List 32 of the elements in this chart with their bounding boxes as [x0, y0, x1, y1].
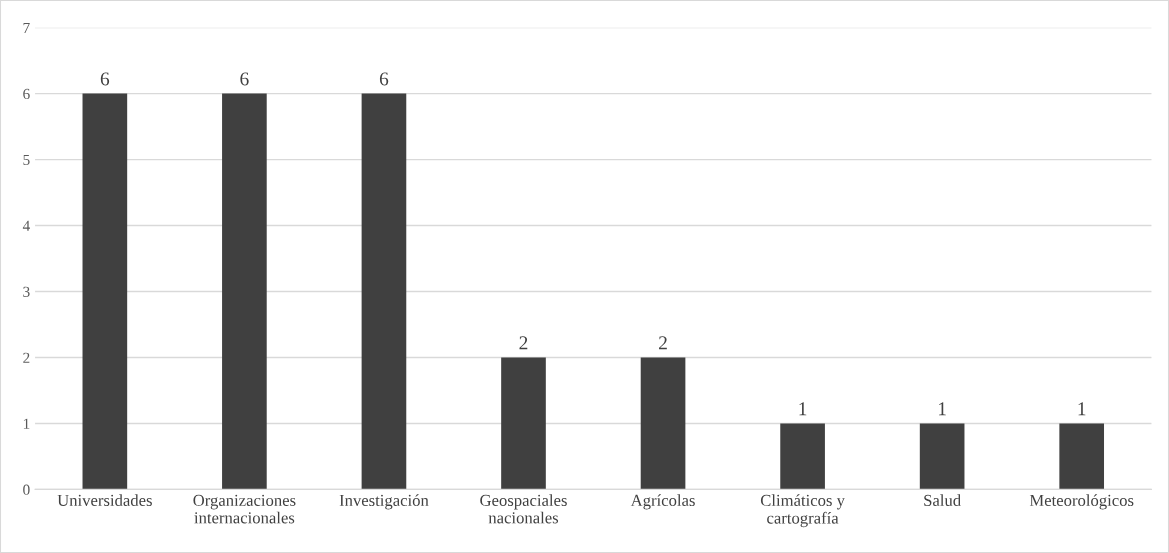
y-tick-label: 6 [23, 88, 30, 100]
x-tick-label: Investigación [339, 494, 429, 510]
data-label: 6 [240, 72, 249, 86]
data-label: 1 [938, 402, 946, 416]
data-label: 2 [659, 336, 667, 350]
bar [222, 93, 267, 490]
x-tick-label: Agrícolas [630, 494, 695, 510]
y-tick-label: 1 [23, 418, 30, 429]
x-tick-label: Meteorológicos [1029, 494, 1134, 510]
data-label: 2 [519, 336, 528, 350]
y-tick-label: 7 [23, 22, 30, 33]
bar [780, 423, 825, 490]
bar [361, 93, 407, 490]
x-tick-label: Geospaciales nacionales [480, 494, 567, 524]
bar [1059, 423, 1105, 490]
y-tick-label: 5 [23, 154, 30, 166]
y-tick-label: 3 [23, 286, 30, 297]
x-tick-label: Organizaciones internacionales [193, 494, 296, 524]
y-tick-label: 0 [23, 484, 30, 495]
data-label: 6 [100, 72, 110, 86]
bar [640, 357, 686, 490]
x-tick-label: Universidades [57, 494, 152, 506]
data-label: 1 [1078, 402, 1086, 416]
x-tick-label: Climáticos y cartografía [760, 494, 845, 528]
y-tick-label: 4 [22, 220, 30, 231]
bar [82, 93, 128, 490]
bar [919, 423, 965, 490]
bar [501, 357, 546, 490]
data-label: 1 [799, 402, 807, 416]
data-label: 6 [379, 72, 389, 86]
y-tick-label: 2 [23, 352, 30, 363]
x-tick-label: Salud [924, 494, 961, 506]
